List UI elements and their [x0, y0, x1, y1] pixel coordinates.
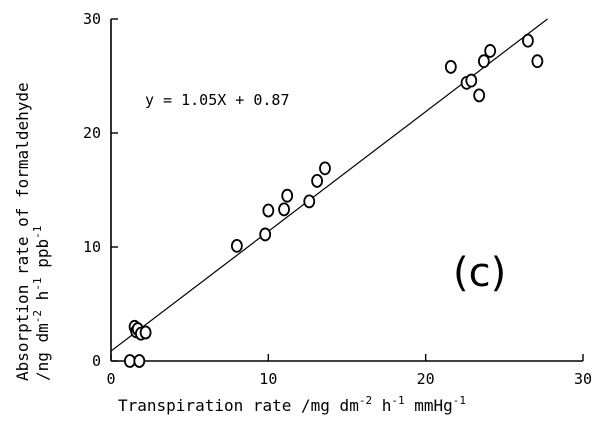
x-tick-label: 10 [259, 370, 277, 388]
y-axis-label-sup2: -1 [31, 277, 44, 290]
x-axis-label-text: Transpiration rate /mg dm [118, 396, 359, 415]
fit-equation: y = 1.05X + 0.87 [145, 91, 290, 109]
y-axis-label-line2-text: /ng dm [33, 323, 52, 381]
data-point [531, 54, 544, 69]
y-axis-label-sup1: -2 [31, 310, 44, 323]
data-point [465, 73, 478, 88]
y-axis-label-mid1: h [33, 291, 52, 310]
y-axis-label-line2: /ng dm-2 h-1 ppb-1 [31, 226, 52, 381]
fit-line [110, 18, 548, 352]
data-point [281, 188, 294, 203]
data-point [477, 54, 490, 69]
x-axis-label: Transpiration rate /mg dm-2 h-1 mmHg-1 [118, 394, 466, 415]
ticks: 0 10 20 30 0 10 20 30 [83, 10, 592, 388]
data-point [522, 33, 534, 48]
x-axis-label-mid2: mmHg [405, 396, 453, 415]
x-tick-label: 0 [106, 370, 115, 388]
x-tick-label: 20 [417, 370, 435, 388]
y-axis-label-line1: Absorption rate of formaldehyde [13, 82, 32, 381]
data-point [230, 238, 243, 253]
data-point [473, 88, 486, 103]
x-axis-label-mid1: h [372, 396, 391, 415]
y-tick-label: 0 [92, 352, 101, 370]
data-point [444, 59, 457, 74]
panel-label: (c) [453, 250, 506, 296]
fit-line-group [110, 18, 548, 352]
data-point [484, 44, 497, 58]
x-axis-label-sup2: -1 [391, 394, 404, 407]
data-point [311, 173, 324, 188]
y-tick-label: 10 [83, 238, 101, 256]
data-point [319, 161, 331, 176]
y-tick-label: 20 [83, 124, 101, 142]
data-point [262, 203, 275, 218]
data-point [259, 227, 272, 242]
y-axis-label-mid2: ppb [33, 239, 52, 278]
x-tick-label: 30 [574, 370, 592, 388]
y-tick-label: 30 [83, 10, 101, 28]
y-axis-label-sup3: -1 [31, 226, 44, 239]
data-point [303, 194, 316, 209]
data-point [123, 354, 136, 368]
data-point [278, 202, 290, 217]
y-axis-label-group: Absorption rate of formaldehyde /ng dm-2… [13, 82, 52, 381]
data-point [133, 354, 146, 368]
data-point [139, 325, 152, 340]
x-axis-label-sup3: -1 [453, 394, 466, 407]
axes [110, 19, 583, 362]
x-axis-label-sup1: -2 [359, 394, 372, 407]
data-points [123, 33, 544, 368]
